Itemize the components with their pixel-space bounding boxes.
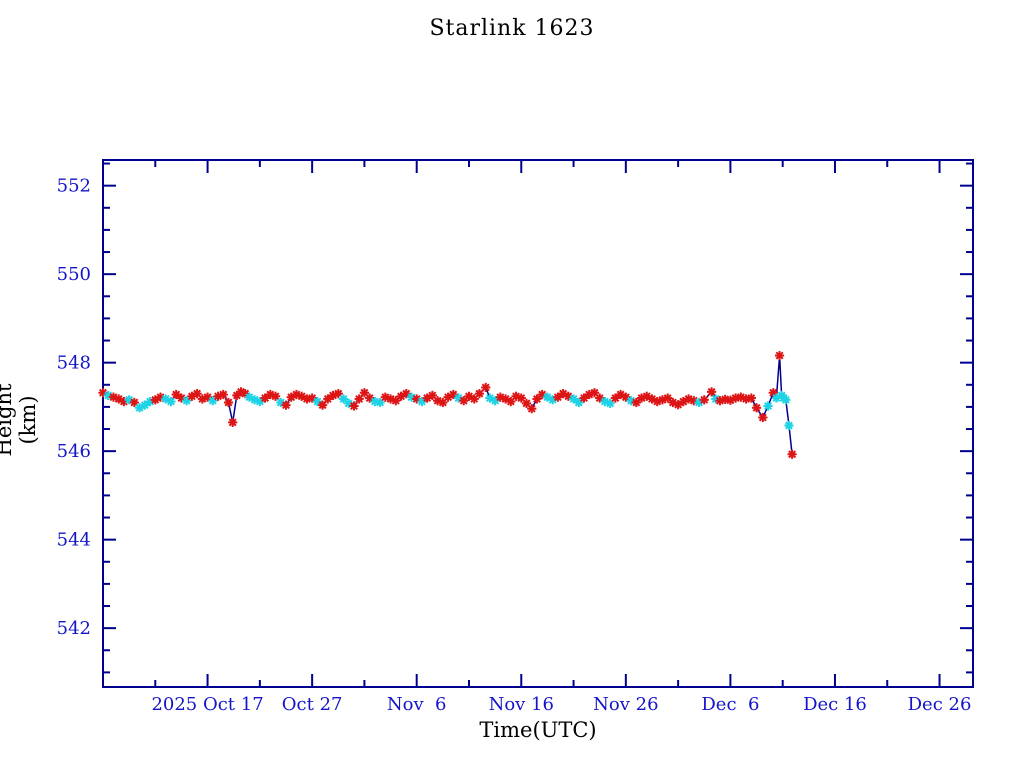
cyan-asterisk-marker (208, 396, 218, 406)
red-asterisk-marker (281, 400, 291, 410)
cyan-asterisk-marker (763, 401, 773, 411)
x-tick-label: Nov 26 (593, 694, 658, 715)
red-asterisk-marker (354, 394, 364, 404)
y-tick-label: 542 (57, 618, 91, 639)
y-tick-label: 548 (57, 353, 91, 374)
red-asterisk-marker (610, 393, 620, 403)
y-tick-label: 552 (57, 176, 91, 197)
red-asterisk-marker (746, 393, 756, 403)
red-asterisk-marker (774, 350, 785, 361)
red-asterisk-marker (228, 417, 238, 427)
cyan-asterisk-marker (338, 394, 349, 404)
chart-title: Starlink 1623 (429, 16, 595, 41)
red-asterisk-marker (500, 394, 511, 404)
cyan-asterisk-marker (781, 395, 791, 405)
y-tick-label: 544 (57, 530, 91, 551)
x-tick-label: Dec 16 (803, 694, 867, 715)
cyan-asterisk-marker (711, 394, 721, 404)
x-tick-label: Oct 27 (282, 694, 343, 715)
x-tick-label: Dec 26 (908, 694, 972, 715)
red-asterisk-marker (787, 449, 797, 459)
red-asterisk-marker (270, 391, 281, 401)
red-asterisk-marker (758, 412, 768, 423)
cyan-asterisk-marker (417, 396, 427, 407)
red-asterisk-marker (481, 382, 491, 393)
y-tick-label: 546 (57, 441, 91, 462)
cyan-asterisk-marker (784, 420, 794, 431)
red-asterisk-marker (706, 387, 717, 397)
red-asterisk-marker (223, 397, 234, 408)
red-asterisk-marker (317, 400, 328, 410)
red-asterisk-marker (401, 389, 411, 399)
y-axis-label: Height (km) (0, 383, 40, 457)
y-tick-label: 550 (57, 264, 91, 285)
height-series-line (102, 355, 793, 455)
red-asterisk-marker (438, 397, 448, 408)
x-axis-label: Time(UTC) (479, 718, 597, 742)
red-asterisk-marker (527, 404, 537, 414)
x-tick-label: Dec 6 (701, 694, 759, 715)
red-asterisk-marker (699, 395, 709, 405)
red-asterisk-marker (197, 394, 207, 404)
x-tick-label: 2025 Oct 17 (151, 694, 263, 715)
cyan-asterisk-marker (166, 396, 176, 407)
red-asterisk-marker (474, 389, 485, 399)
x-tick-label: Nov 6 (387, 694, 447, 715)
red-asterisk-marker (218, 389, 228, 400)
red-asterisk-marker (563, 391, 573, 401)
x-tick-label: Nov 16 (489, 694, 554, 715)
red-asterisk-marker (751, 403, 762, 413)
red-asterisk-marker (349, 401, 359, 411)
